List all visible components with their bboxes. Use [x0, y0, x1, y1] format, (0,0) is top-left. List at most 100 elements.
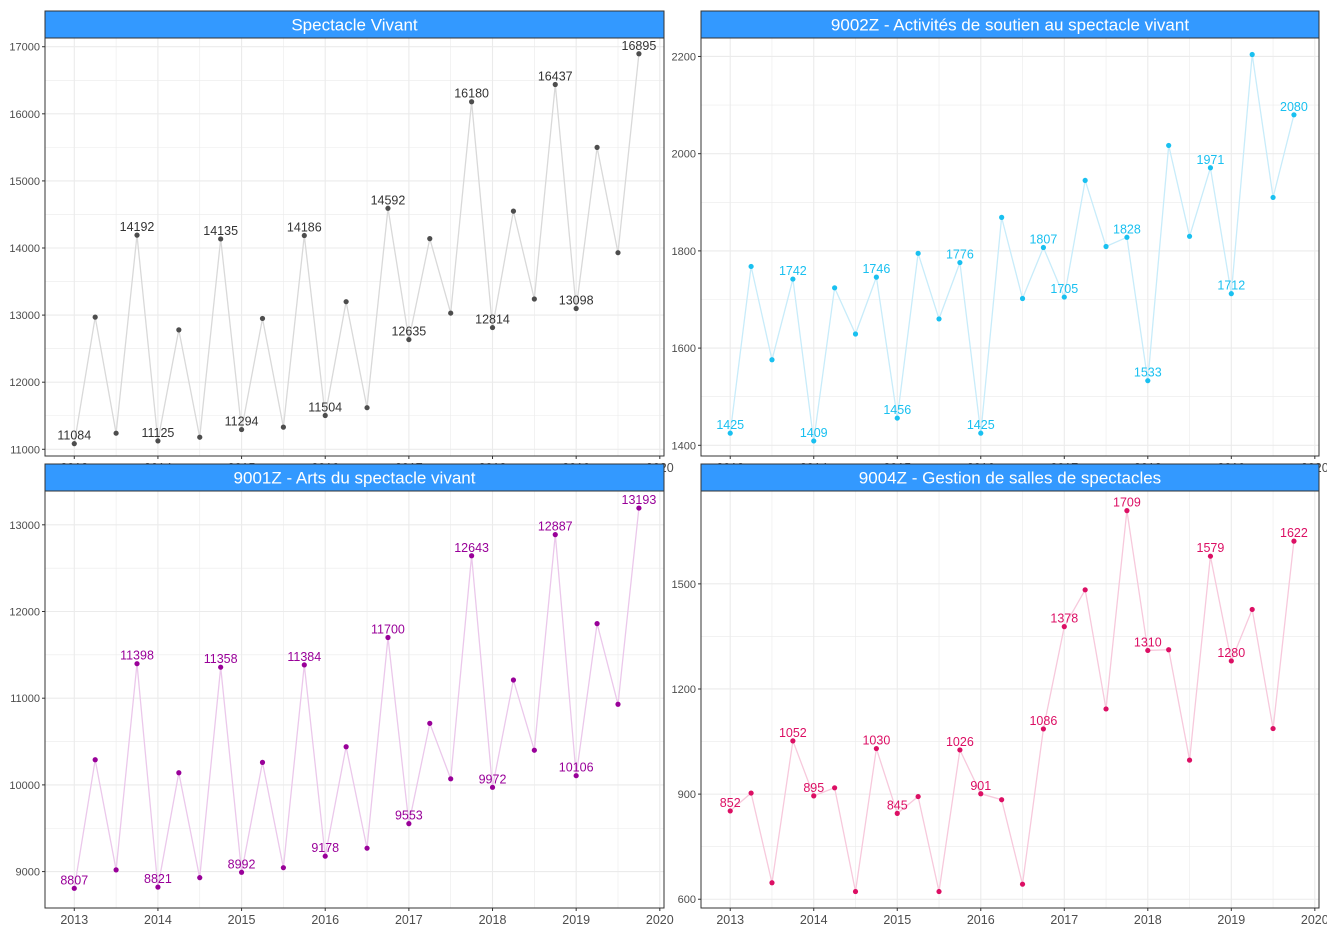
data-point: [531, 296, 537, 302]
x-tick-label: 2019: [562, 913, 590, 926]
panel-border: [44, 490, 665, 909]
data-point: [1228, 658, 1234, 664]
data-point: [259, 315, 266, 322]
data-point: [71, 885, 77, 891]
x-tick-label: 2015: [228, 913, 256, 926]
data-point: [238, 426, 245, 433]
y-tick-label: 1400: [672, 440, 696, 452]
y-tick-label: 13000: [9, 520, 40, 532]
data-point: [748, 263, 754, 270]
data-point: [999, 214, 1005, 220]
data-point: [615, 701, 621, 707]
data-point: [1145, 378, 1151, 384]
data-label: 1971: [1197, 153, 1225, 167]
data-point: [448, 776, 454, 782]
y-tick-label: 13000: [9, 310, 40, 322]
data-point: [1291, 112, 1297, 118]
data-point: [343, 299, 349, 305]
data-point: [1082, 177, 1088, 184]
data-point: [427, 720, 433, 726]
data-point: [1270, 725, 1276, 732]
data-point: [1207, 165, 1214, 171]
data-point: [636, 505, 642, 511]
plot-area: [701, 38, 1319, 456]
data-point: [832, 285, 838, 291]
data-point: [1186, 757, 1193, 763]
x-tick-label: 2015: [883, 913, 911, 926]
data-point: [915, 250, 921, 256]
data-label: 14135: [203, 224, 238, 238]
data-point: [343, 744, 349, 750]
data-label: 12814: [475, 313, 510, 327]
data-label: 2080: [1280, 100, 1308, 114]
x-tick-label: 2016: [967, 913, 995, 926]
data-point: [1166, 647, 1172, 653]
data-point: [92, 314, 98, 320]
data-point: [1228, 291, 1234, 297]
data-point: [1019, 881, 1026, 887]
y-tick-label: 1800: [672, 246, 696, 258]
data-label: 1579: [1197, 541, 1225, 555]
data-point: [594, 621, 600, 627]
data-label: 10106: [559, 761, 594, 775]
x-tick-label: 2017: [1050, 913, 1078, 926]
data-point: [406, 821, 412, 827]
x-tick-label: 2014: [144, 913, 172, 926]
data-point: [385, 634, 391, 641]
data-point: [1082, 587, 1088, 593]
data-point: [957, 259, 963, 266]
data-point: [218, 236, 224, 242]
data-point: [1291, 538, 1297, 544]
data-point: [1249, 606, 1255, 613]
data-label: 9972: [479, 772, 507, 786]
data-label: 8821: [144, 872, 172, 886]
data-label: 9178: [311, 841, 339, 855]
data-label: 1776: [946, 248, 974, 262]
data-label: 895: [803, 781, 824, 795]
data-label: 16437: [538, 69, 573, 83]
data-point: [594, 144, 600, 150]
data-point: [573, 773, 579, 779]
plot-area: [45, 491, 664, 908]
data-label: 11084: [57, 429, 91, 443]
data-label: 1409: [800, 426, 828, 440]
data-label: 16180: [454, 87, 489, 101]
y-tick-label: 10000: [9, 780, 40, 792]
data-label: 11294: [225, 415, 259, 429]
data-label: 845: [887, 798, 908, 812]
series-line: [729, 510, 1295, 892]
data-label: 1807: [1029, 232, 1057, 246]
data-label: 14192: [120, 220, 155, 234]
data-point: [1103, 706, 1109, 712]
data-label: 12635: [391, 325, 426, 339]
data-point: [1061, 294, 1067, 300]
series-line: [73, 53, 640, 444]
panel-title: 9002Z - Activités de soutien au spectacl…: [831, 16, 1189, 35]
data-point: [1124, 508, 1130, 514]
y-tick-label: 2000: [672, 149, 696, 161]
data-label: 1310: [1134, 635, 1162, 649]
data-point: [1019, 295, 1026, 302]
data-label: 9553: [395, 809, 423, 823]
data-label: 852: [720, 796, 741, 810]
data-label: 1425: [967, 418, 995, 432]
data-label: 16895: [622, 39, 657, 53]
data-label: 901: [970, 779, 991, 793]
data-point: [727, 808, 733, 814]
data-point: [852, 888, 859, 895]
data-point: [134, 232, 140, 238]
data-label: 8807: [60, 873, 88, 887]
y-tick-label: 1500: [672, 579, 696, 591]
data-point: [197, 875, 203, 881]
data-point: [448, 310, 454, 316]
data-point: [301, 662, 307, 668]
x-tick-label: 2017: [395, 913, 423, 926]
data-label: 11125: [141, 426, 174, 440]
data-point: [769, 880, 775, 886]
data-point: [176, 327, 182, 333]
data-point: [1145, 647, 1151, 654]
data-point: [489, 784, 496, 790]
data-point: [238, 869, 245, 875]
x-tick-label: 2018: [1134, 913, 1162, 926]
data-point: [510, 677, 517, 683]
